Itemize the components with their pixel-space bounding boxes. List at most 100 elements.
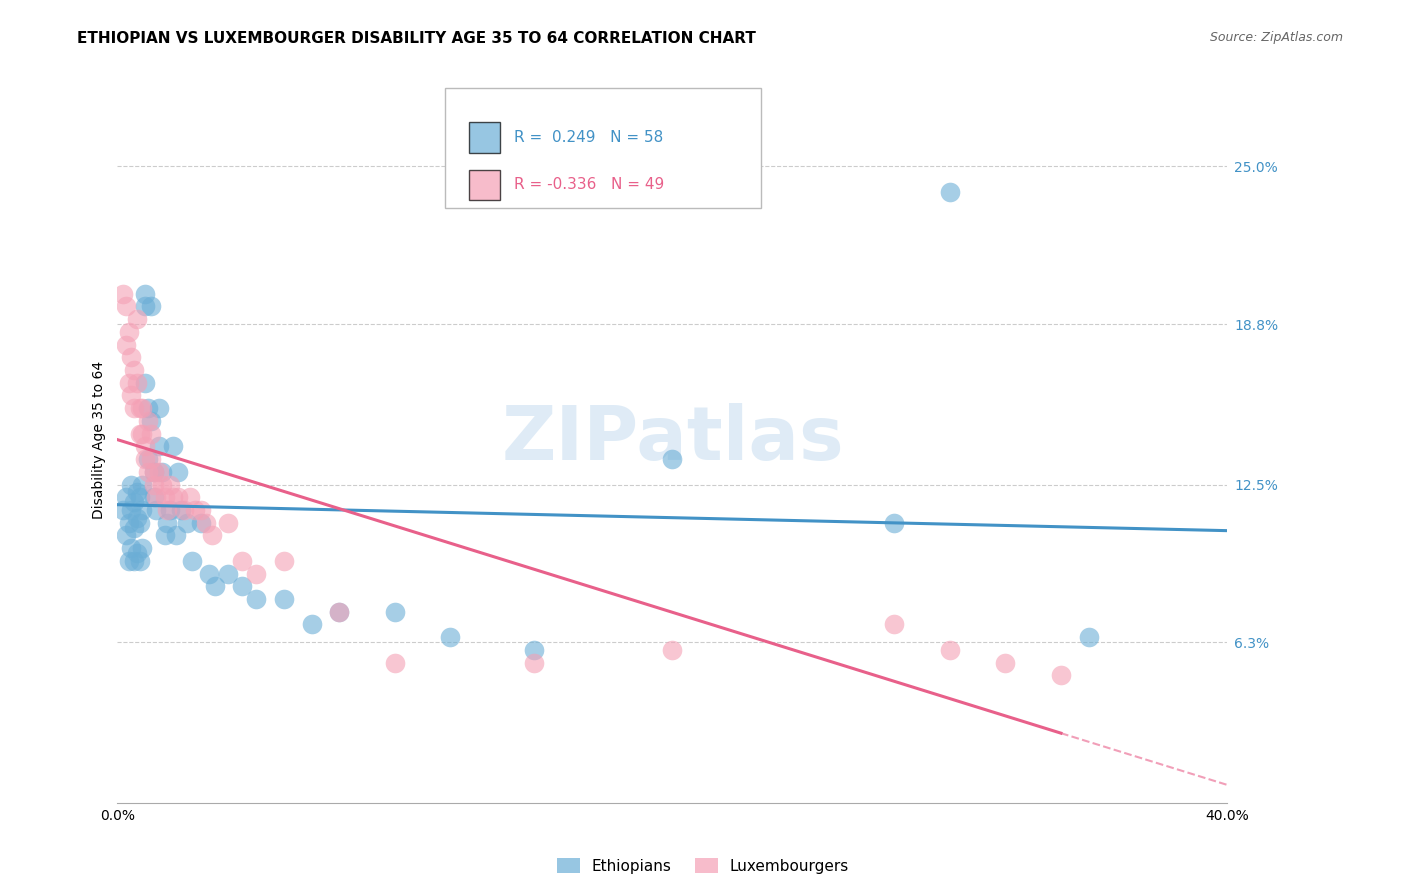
- Point: [181, 554, 204, 568]
- Point: [125, 376, 148, 390]
- Point: [994, 656, 1017, 670]
- Point: [142, 477, 165, 491]
- Point: [120, 351, 142, 365]
- Point: [114, 490, 136, 504]
- Point: [245, 592, 267, 607]
- Point: [120, 541, 142, 555]
- Point: [661, 452, 683, 467]
- Point: [122, 363, 145, 377]
- Point: [114, 300, 136, 314]
- Point: [173, 503, 195, 517]
- Point: [131, 401, 153, 416]
- Text: Source: ZipAtlas.com: Source: ZipAtlas.com: [1209, 31, 1343, 45]
- Point: [328, 605, 350, 619]
- Point: [204, 579, 226, 593]
- Point: [190, 503, 212, 517]
- Point: [142, 490, 165, 504]
- Point: [231, 579, 253, 593]
- Point: [125, 485, 148, 500]
- Point: [1077, 630, 1099, 644]
- Point: [122, 401, 145, 416]
- Point: [156, 503, 179, 517]
- Point: [134, 452, 156, 467]
- Point: [165, 528, 187, 542]
- Point: [142, 465, 165, 479]
- Point: [128, 516, 150, 530]
- Point: [301, 617, 323, 632]
- Point: [159, 477, 181, 491]
- Point: [883, 617, 905, 632]
- Point: [661, 643, 683, 657]
- Point: [136, 465, 159, 479]
- Point: [273, 554, 295, 568]
- Point: [176, 516, 198, 530]
- Point: [184, 503, 207, 517]
- Point: [139, 300, 162, 314]
- Point: [190, 516, 212, 530]
- Point: [217, 566, 239, 581]
- Point: [139, 414, 162, 428]
- Point: [117, 516, 139, 530]
- Point: [114, 528, 136, 542]
- Text: R = -0.336   N = 49: R = -0.336 N = 49: [513, 178, 664, 193]
- Point: [170, 503, 193, 517]
- Point: [120, 477, 142, 491]
- FancyBboxPatch shape: [470, 122, 501, 153]
- Point: [136, 452, 159, 467]
- Point: [111, 286, 134, 301]
- Point: [150, 465, 173, 479]
- Point: [142, 465, 165, 479]
- Point: [384, 605, 406, 619]
- Point: [145, 490, 167, 504]
- Point: [217, 516, 239, 530]
- Point: [128, 490, 150, 504]
- Point: [134, 439, 156, 453]
- Text: ETHIOPIAN VS LUXEMBOURGER DISABILITY AGE 35 TO 64 CORRELATION CHART: ETHIOPIAN VS LUXEMBOURGER DISABILITY AGE…: [77, 31, 756, 46]
- Point: [114, 337, 136, 351]
- Point: [128, 426, 150, 441]
- Point: [128, 554, 150, 568]
- Point: [153, 528, 176, 542]
- Point: [125, 510, 148, 524]
- Point: [134, 300, 156, 314]
- Point: [120, 388, 142, 402]
- Legend: Ethiopians, Luxembourgers: Ethiopians, Luxembourgers: [551, 852, 855, 880]
- Point: [122, 521, 145, 535]
- Point: [117, 376, 139, 390]
- Point: [156, 516, 179, 530]
- Point: [150, 477, 173, 491]
- Point: [134, 376, 156, 390]
- Point: [134, 286, 156, 301]
- Point: [523, 643, 546, 657]
- Point: [384, 656, 406, 670]
- Point: [148, 401, 170, 416]
- Point: [122, 554, 145, 568]
- Point: [195, 516, 218, 530]
- Point: [131, 477, 153, 491]
- Point: [231, 554, 253, 568]
- Point: [136, 414, 159, 428]
- Point: [198, 566, 221, 581]
- FancyBboxPatch shape: [444, 88, 761, 208]
- Point: [245, 566, 267, 581]
- Point: [131, 426, 153, 441]
- Point: [136, 401, 159, 416]
- Point: [125, 312, 148, 326]
- Point: [939, 643, 962, 657]
- Point: [273, 592, 295, 607]
- Point: [939, 185, 962, 199]
- Point: [131, 503, 153, 517]
- Point: [117, 554, 139, 568]
- Point: [439, 630, 461, 644]
- Point: [1050, 668, 1073, 682]
- Point: [148, 439, 170, 453]
- Point: [139, 426, 162, 441]
- Point: [148, 465, 170, 479]
- Point: [117, 325, 139, 339]
- Point: [120, 503, 142, 517]
- Point: [131, 541, 153, 555]
- FancyBboxPatch shape: [470, 169, 501, 200]
- Point: [153, 490, 176, 504]
- Point: [328, 605, 350, 619]
- Point: [159, 503, 181, 517]
